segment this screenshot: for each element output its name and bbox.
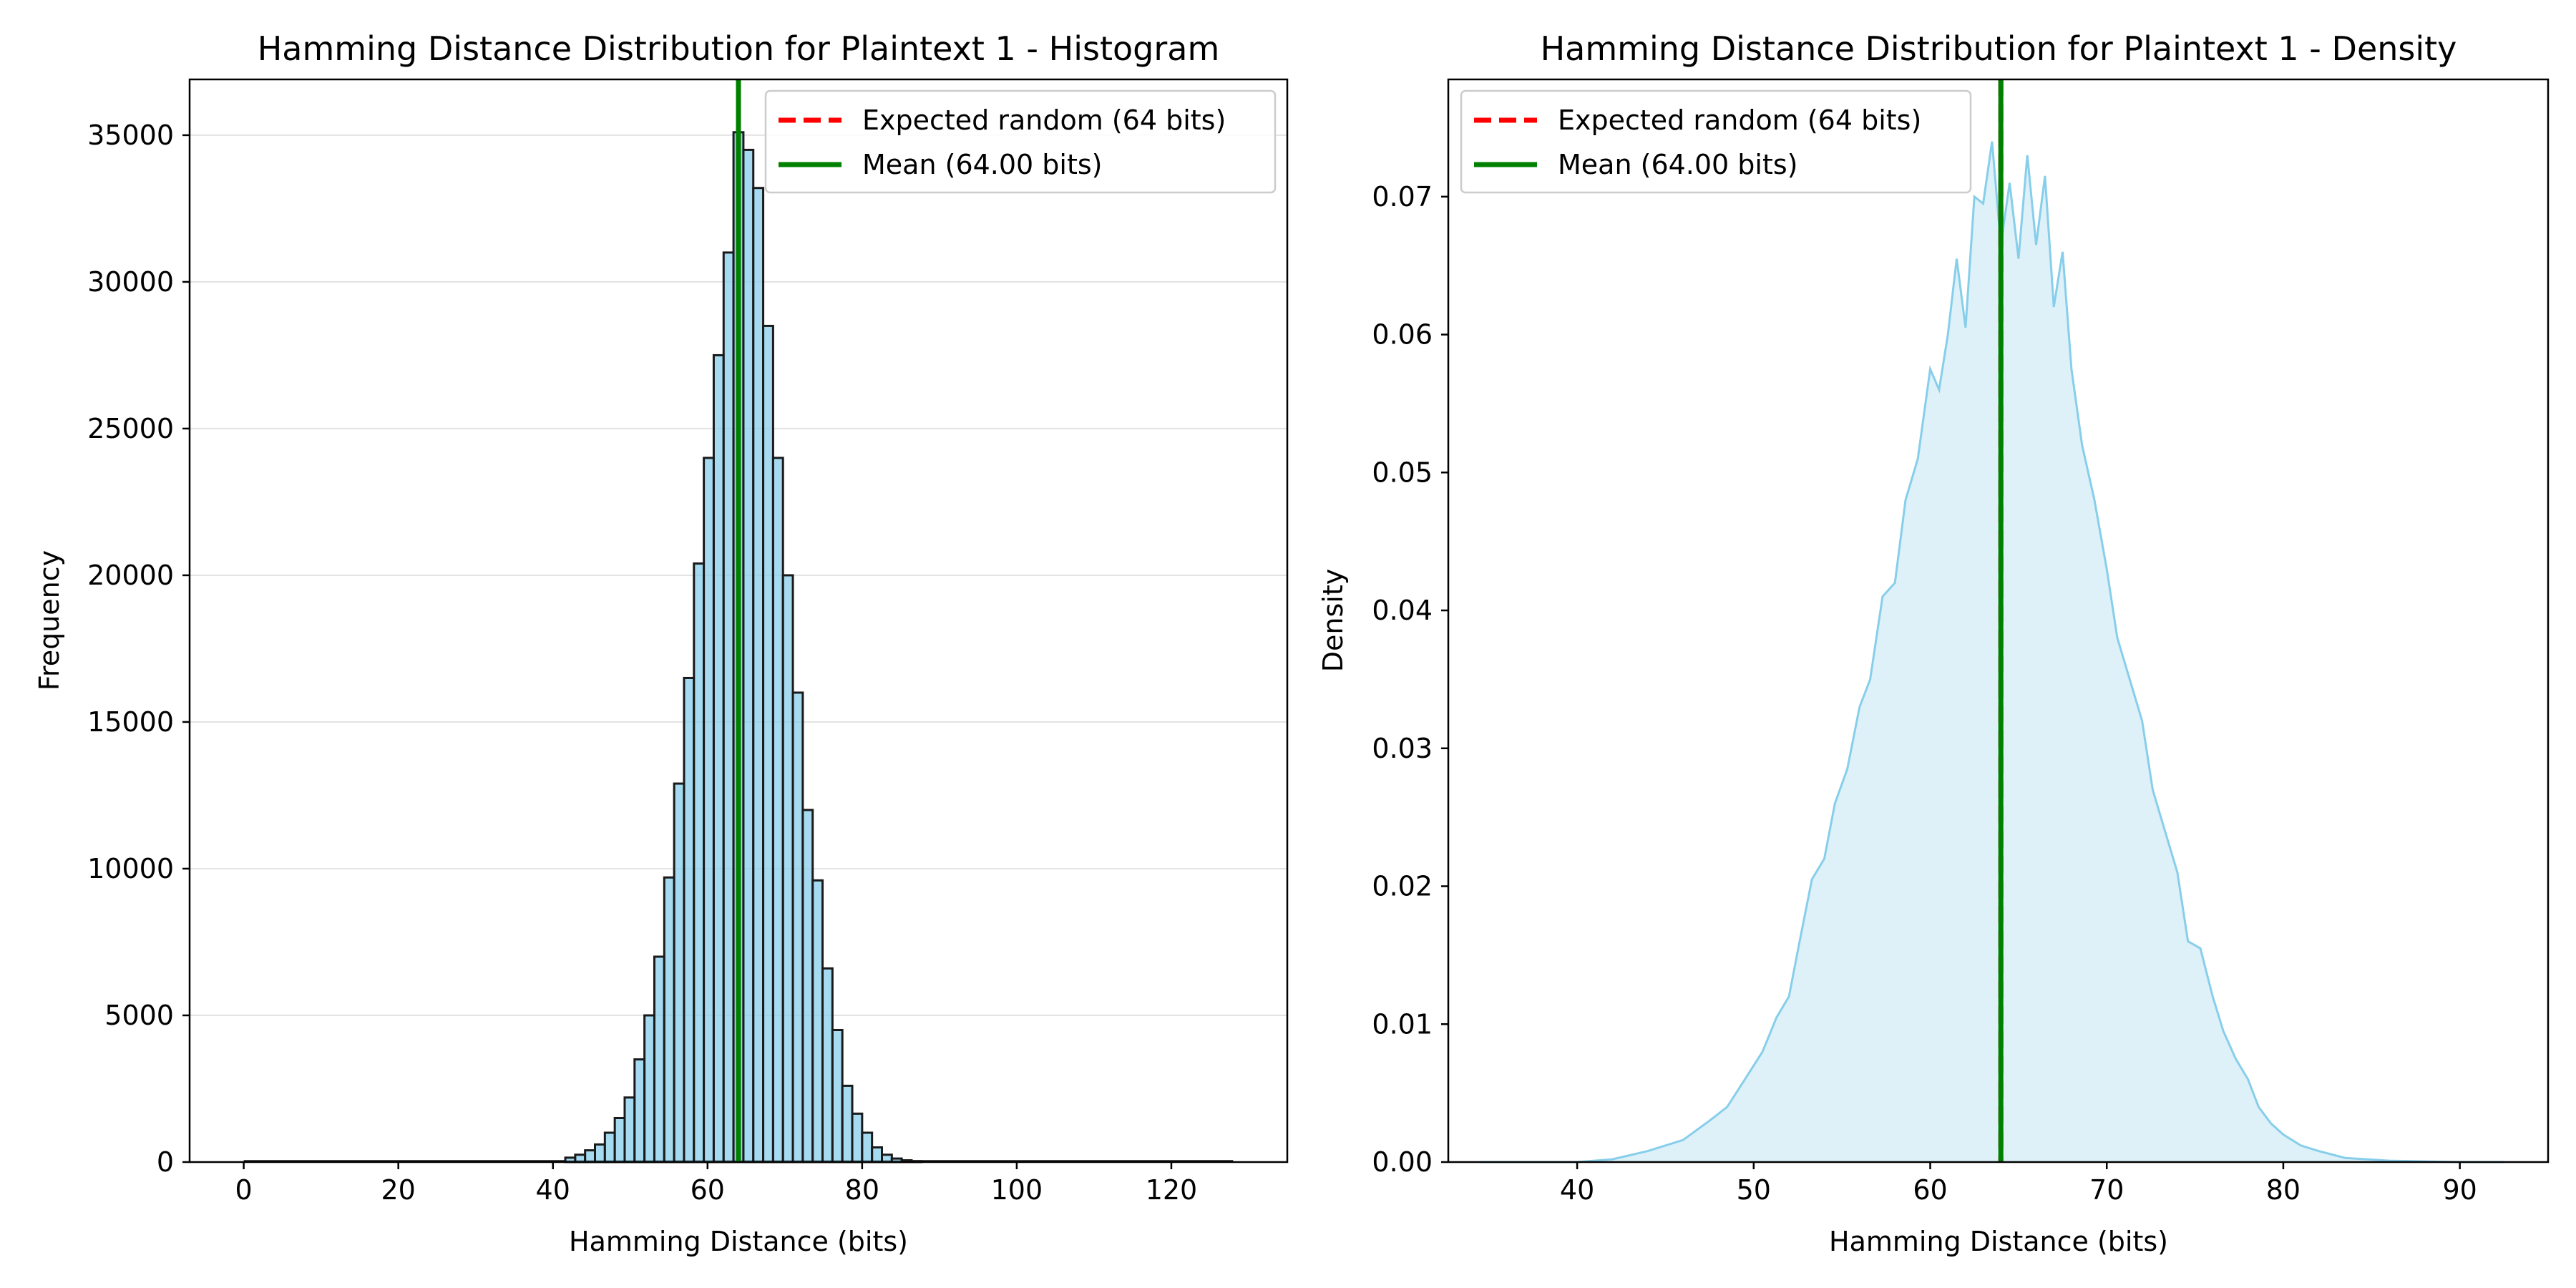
density-curve bbox=[1480, 141, 2504, 1163]
histogram-legend-box bbox=[764, 89, 1277, 194]
histogram-title: Hamming Distance Distribution for Plaint… bbox=[258, 29, 1220, 68]
histogram-x-tick-label: 0 bbox=[235, 1174, 253, 1206]
histogram-bar bbox=[653, 955, 665, 1163]
histogram-bar bbox=[841, 1084, 854, 1163]
histogram-bar bbox=[821, 967, 834, 1163]
histogram-y-tick-label: 25000 bbox=[87, 413, 174, 444]
histogram-bar bbox=[871, 1146, 884, 1163]
histogram-bar bbox=[851, 1112, 864, 1163]
histogram-y-tick-label: 15000 bbox=[87, 706, 174, 738]
histogram-bar bbox=[831, 1028, 844, 1163]
histogram-y-tick-label: 30000 bbox=[87, 266, 174, 298]
density-legend: Expected random (64 bits) Mean (64.00 bi… bbox=[1460, 89, 1972, 194]
histogram-y-tick-label: 5000 bbox=[104, 1000, 174, 1031]
histogram-bar bbox=[771, 457, 784, 1163]
density-y-tick-label: 0.04 bbox=[1372, 595, 1433, 626]
histogram-bar bbox=[861, 1131, 874, 1163]
density-axes-frame bbox=[1447, 78, 2550, 1163]
histogram-y-tick-label: 0 bbox=[157, 1146, 174, 1178]
histogram-bar bbox=[752, 187, 765, 1163]
histogram-bar bbox=[881, 1153, 893, 1163]
density-y-axis-label: Density bbox=[1317, 569, 1349, 672]
histogram-bar bbox=[623, 1096, 636, 1163]
histogram-bar bbox=[574, 1153, 587, 1163]
histogram-y-axis-label: Frequency bbox=[34, 550, 65, 691]
histogram-x-tick-label: 80 bbox=[845, 1174, 879, 1206]
histogram-x-tick-label: 120 bbox=[1146, 1174, 1198, 1206]
density-panel: Hamming Distance Distribution for Plaint… bbox=[1317, 29, 2550, 1257]
histogram-bar bbox=[712, 353, 725, 1163]
histogram-bar bbox=[693, 562, 706, 1163]
density-y-tick-label: 0.05 bbox=[1372, 457, 1433, 488]
density-y-tick-label: 0.00 bbox=[1372, 1146, 1433, 1178]
histogram-y-tick-label: 35000 bbox=[87, 119, 174, 151]
histogram-panel: Hamming Distance Distribution for Plaint… bbox=[34, 29, 1289, 1257]
histogram-bar bbox=[663, 876, 675, 1163]
histogram-bar bbox=[722, 251, 735, 1163]
histogram-x-tick-label: 60 bbox=[691, 1174, 725, 1206]
histogram-x-tick-label: 20 bbox=[381, 1174, 415, 1206]
histogram-bar bbox=[593, 1143, 606, 1163]
histogram-y-tick-label: 10000 bbox=[87, 853, 174, 884]
histogram-y-tick-label: 20000 bbox=[87, 560, 174, 591]
histogram-bar bbox=[742, 148, 755, 1163]
histogram-legend-mean-label: Mean (64.00 bits) bbox=[862, 149, 1103, 180]
histogram-bar bbox=[633, 1058, 646, 1163]
histogram-x-tick-label: 100 bbox=[991, 1174, 1043, 1206]
density-title: Hamming Distance Distribution for Plaint… bbox=[1541, 29, 2457, 68]
histogram-legend-expected-label: Expected random (64 bits) bbox=[862, 104, 1226, 136]
density-x-tick-label: 60 bbox=[1913, 1174, 1947, 1206]
density-y-tick-label: 0.02 bbox=[1372, 871, 1433, 902]
histogram-bar bbox=[781, 574, 794, 1163]
histogram-bar bbox=[791, 691, 804, 1163]
histogram-axes-frame bbox=[188, 78, 1289, 1163]
histogram-bar bbox=[603, 1131, 616, 1163]
density-x-axis-label: Hamming Distance (bits) bbox=[1829, 1226, 2168, 1257]
histogram-bar bbox=[703, 457, 715, 1163]
density-x-tick-label: 40 bbox=[1560, 1174, 1594, 1206]
histogram-bar bbox=[801, 809, 814, 1163]
histogram-bar bbox=[762, 324, 774, 1163]
histogram-bar bbox=[673, 782, 686, 1163]
density-x-tick-label: 70 bbox=[2089, 1174, 2124, 1206]
density-x-tick-label: 80 bbox=[2266, 1174, 2301, 1206]
histogram-bar bbox=[811, 879, 824, 1163]
histogram-x-axis-label: Hamming Distance (bits) bbox=[569, 1226, 908, 1257]
density-line bbox=[1480, 141, 2504, 1163]
histogram-x-tick-label: 40 bbox=[536, 1174, 570, 1206]
histogram-bar bbox=[613, 1116, 626, 1163]
histogram-bar bbox=[643, 1014, 655, 1163]
density-y-tick-label: 0.01 bbox=[1372, 1008, 1433, 1040]
density-legend-mean-label: Mean (64.00 bits) bbox=[1558, 149, 1798, 180]
density-fill bbox=[1480, 141, 2504, 1163]
histogram-legend: Expected random (64 bits) Mean (64.00 bi… bbox=[764, 89, 1277, 194]
density-legend-expected-label: Expected random (64 bits) bbox=[1558, 104, 1921, 136]
histogram-x-ticks: 0 20 40 60 80 100 120 bbox=[235, 1162, 1198, 1206]
density-y-tick-label: 0.07 bbox=[1372, 181, 1433, 213]
density-y-tick-label: 0.03 bbox=[1372, 733, 1433, 764]
density-x-tick-label: 90 bbox=[2442, 1174, 2477, 1206]
histogram-bar bbox=[683, 676, 696, 1163]
density-y-tick-label: 0.06 bbox=[1372, 319, 1433, 351]
histogram-bar bbox=[584, 1149, 596, 1163]
density-legend-box bbox=[1460, 89, 1972, 194]
histogram-y-ticks: 0 5000 10000 15000 20000 25000 30000 35000 bbox=[87, 119, 190, 1178]
density-x-tick-label: 50 bbox=[1737, 1174, 1771, 1206]
density-y-ticks: 0.00 0.01 0.02 0.03 0.04 0.05 0.06 0.07 bbox=[1372, 181, 1448, 1178]
density-x-ticks: 40 50 60 70 80 90 bbox=[1560, 1162, 2477, 1206]
